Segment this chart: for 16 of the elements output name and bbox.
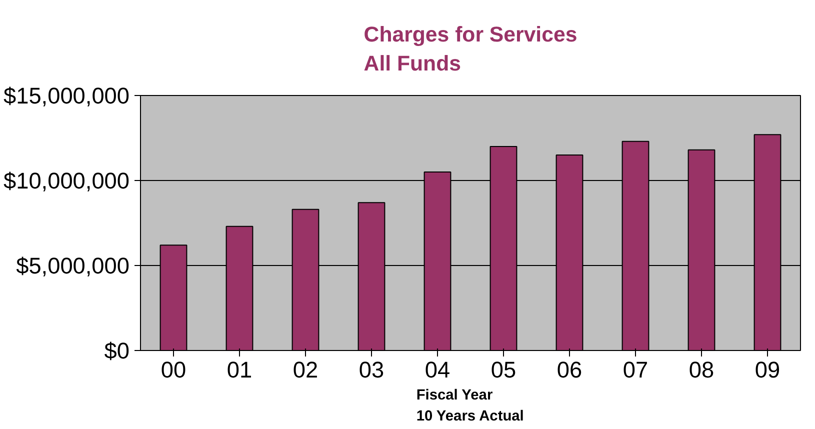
y-tick-label: $15,000,000 [4, 82, 130, 108]
x-tick-label: 01 [226, 356, 252, 382]
y-tick-label: $0 [104, 338, 130, 364]
x-tick-label: 08 [688, 356, 714, 382]
x-tick-label: 02 [292, 356, 318, 382]
x-tick-label: 07 [622, 356, 648, 382]
x-tick-label: 09 [754, 356, 780, 382]
x-tick-label: 04 [424, 356, 450, 382]
x-tick-label: 06 [556, 356, 582, 382]
x-tick-label: 05 [490, 356, 516, 382]
y-tick-label: $5,000,000 [16, 252, 130, 278]
y-tick-label: $10,000,000 [4, 168, 130, 194]
x-tick-label: 00 [160, 356, 186, 382]
chart-title: Charges for Services All Funds [364, 22, 578, 76]
x-axis-title: Fiscal Year 10 Years Actual [416, 388, 524, 424]
x-tick-label: 03 [358, 356, 384, 382]
